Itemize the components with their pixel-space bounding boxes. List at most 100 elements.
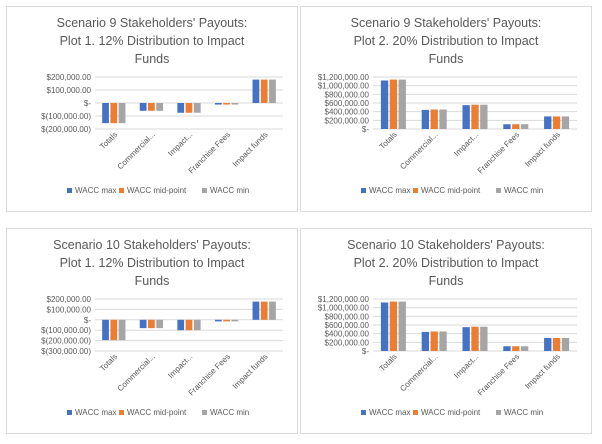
y-tick-label: $- <box>362 125 369 134</box>
y-tick-label: $1,200,000.00 <box>318 295 370 304</box>
bar-wacc-min <box>193 103 201 113</box>
bar-wacc-min <box>561 116 570 129</box>
bar-wacc-max <box>503 346 511 351</box>
bar-wacc-mid-point <box>389 301 398 351</box>
y-tick-label: $1,000,000.00 <box>318 82 370 91</box>
y-tick-label: $800,000.00 <box>325 312 370 321</box>
chart-s9-plot2: Scenario 9 Stakeholders' Payouts: Plot 2.… <box>300 6 592 212</box>
bar-wacc-max <box>462 105 470 129</box>
bar-wacc-mid-point <box>260 79 268 103</box>
bar-wacc-max <box>421 331 430 351</box>
legend-swatch <box>119 188 124 193</box>
y-tick-label: $400,000.00 <box>325 330 370 339</box>
x-category-label: Impact funds <box>231 352 270 391</box>
x-category-label: Totals <box>378 352 399 373</box>
bar-wacc-min <box>269 79 276 103</box>
x-category-label: Impact... <box>452 352 480 380</box>
chart-title-line: Plot 2. 20% Distribution to Impact <box>354 34 539 48</box>
bar-wacc-min <box>156 319 164 329</box>
chart-svg: Scenario 9 Stakeholders' Payouts: Plot 1.… <box>41 16 283 195</box>
bar-wacc-min <box>118 103 126 124</box>
bar-wacc-min <box>480 326 488 351</box>
x-category-label: Impact... <box>166 352 194 380</box>
chart-title-line: Funds <box>135 52 170 66</box>
chart-title-line: Scenario 10 Stakeholders' Payouts: <box>53 238 251 252</box>
chart-title-line: Scenario 9 Stakeholders' Payouts: <box>351 16 542 30</box>
y-tick-label: $(100,000.00) <box>41 112 91 121</box>
bar-wacc-min <box>156 103 164 111</box>
y-tick-label: $(300,000.00) <box>41 347 91 356</box>
legend-swatch <box>361 410 366 415</box>
legend-swatch <box>496 410 501 415</box>
y-tick-label: $(200,000.00) <box>41 125 91 134</box>
legend-swatch <box>202 410 207 415</box>
bar-wacc-max <box>139 319 147 329</box>
y-tick-label: $(100,000.00) <box>41 326 91 335</box>
legend-swatch <box>496 188 501 193</box>
y-tick-label: $600,000.00 <box>325 321 370 330</box>
bar-wacc-max <box>380 302 389 351</box>
x-category-label: Impact funds <box>231 130 270 169</box>
bar-wacc-mid-point <box>148 319 155 329</box>
legend-label: WACC min <box>504 408 543 417</box>
legend-label: WACC min <box>504 186 543 195</box>
chart-title-line: Scenario 10 Stakeholders' Payouts: <box>347 238 545 252</box>
bar-wacc-mid-point <box>223 103 230 105</box>
y-tick-label: $200,000.00 <box>325 338 370 347</box>
x-category-label: Commercial... <box>398 352 439 393</box>
bar-wacc-min <box>269 301 276 320</box>
bar-wacc-max <box>462 327 470 351</box>
bar-wacc-mid-point <box>185 319 193 331</box>
bar-wacc-mid-point <box>471 326 479 351</box>
chart-svg: Scenario 9 Stakeholders' Payouts: Plot 2.… <box>318 16 577 195</box>
bar-wacc-min <box>118 319 126 341</box>
bar-wacc-min <box>520 124 529 129</box>
bar-wacc-mid-point <box>552 338 561 351</box>
bar-wacc-mid-point <box>389 79 398 129</box>
bar-wacc-max <box>214 319 222 322</box>
bar-wacc-max <box>177 319 185 331</box>
y-tick-label: $100,000.00 <box>47 305 92 314</box>
legend-label: WACC max <box>75 408 116 417</box>
y-tick-label: $800,000.00 <box>325 90 370 99</box>
bar-wacc-mid-point <box>223 319 230 322</box>
bar-wacc-mid-point <box>471 104 479 129</box>
legend-label: WACC mid-point <box>421 408 481 417</box>
legend-label: WACC mid-point <box>421 186 481 195</box>
bar-wacc-max <box>380 80 389 129</box>
bar-wacc-mid-point <box>260 301 268 320</box>
bar-wacc-min <box>231 319 239 322</box>
legend-label: WACC min <box>210 408 249 417</box>
bar-wacc-min <box>439 109 447 129</box>
x-category-label: Commercial... <box>398 130 439 171</box>
y-tick-label: $1,200,000.00 <box>318 73 370 82</box>
x-category-label: Franchise Fees <box>476 352 521 397</box>
chart-title-line: Plot 1. 12% Distribution to Impact <box>60 256 245 270</box>
legend-swatch <box>361 188 366 193</box>
legend-label: WACC min <box>210 186 249 195</box>
bar-wacc-max <box>139 103 147 111</box>
x-category-label: Totals <box>98 130 119 151</box>
y-tick-label: $- <box>362 347 369 356</box>
chart-title-line: Funds <box>429 274 464 288</box>
bar-wacc-max <box>252 79 260 103</box>
bar-wacc-min <box>398 79 406 129</box>
x-category-label: Impact... <box>452 130 480 158</box>
legend-swatch <box>413 188 418 193</box>
y-tick-label: $400,000.00 <box>325 108 370 117</box>
chart-s10-plot1: Scenario 10 Stakeholders' Payouts: Plot 1… <box>6 228 298 434</box>
legend-label: WACC max <box>369 408 410 417</box>
bar-wacc-max <box>214 103 222 105</box>
bar-wacc-max <box>177 103 185 113</box>
bar-wacc-min <box>231 103 239 105</box>
bar-wacc-min <box>480 104 488 129</box>
bar-wacc-min <box>193 319 201 331</box>
bar-wacc-max <box>102 319 109 341</box>
legend-label: WACC mid-point <box>127 408 187 417</box>
chart-svg: Scenario 10 Stakeholders' Payouts: Plot 2… <box>318 238 577 417</box>
bar-wacc-max <box>544 116 552 129</box>
legend-swatch <box>67 410 72 415</box>
legend-swatch <box>119 410 124 415</box>
legend-label: WACC mid-point <box>127 186 187 195</box>
bar-wacc-mid-point <box>430 109 438 129</box>
